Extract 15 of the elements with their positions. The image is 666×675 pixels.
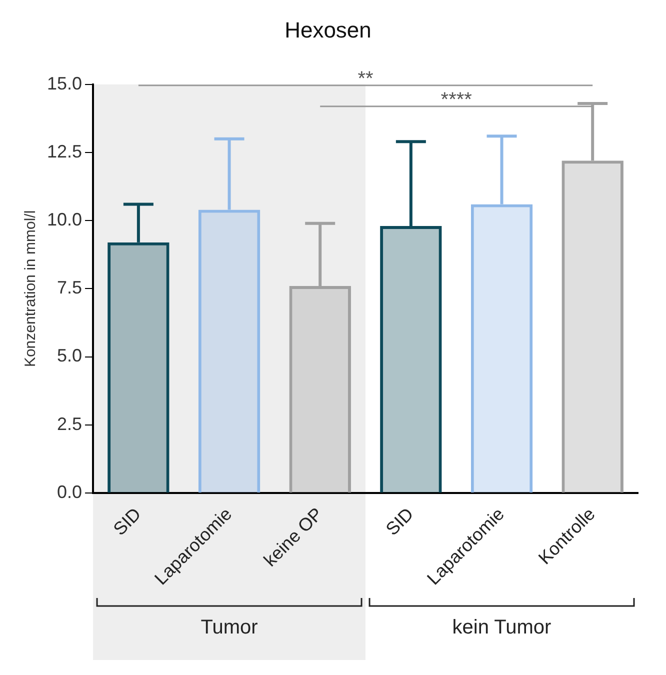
text: kein Tumor <box>452 616 552 639</box>
chart-title: Hexosen <box>284 17 372 42</box>
y-tick-label: 15.0 <box>46 73 82 94</box>
y-axis-title: Konzentration in mmol/l <box>22 210 40 368</box>
x-tick-label: SID <box>382 504 418 540</box>
y-tick-label: 10.0 <box>46 210 82 230</box>
y-tick-label: 5.0 <box>57 346 82 366</box>
y-tick-label: 12.5 <box>46 141 82 162</box>
y-tick-label: 0.0 <box>57 482 82 502</box>
annotation: **** <box>440 88 472 111</box>
y-tick-label: 2.5 <box>57 414 82 434</box>
text: Tumor <box>200 616 258 639</box>
x-tick-label: SID <box>109 504 145 540</box>
annotation: ** <box>358 68 374 90</box>
y-tick-label: 7.5 <box>57 278 82 298</box>
